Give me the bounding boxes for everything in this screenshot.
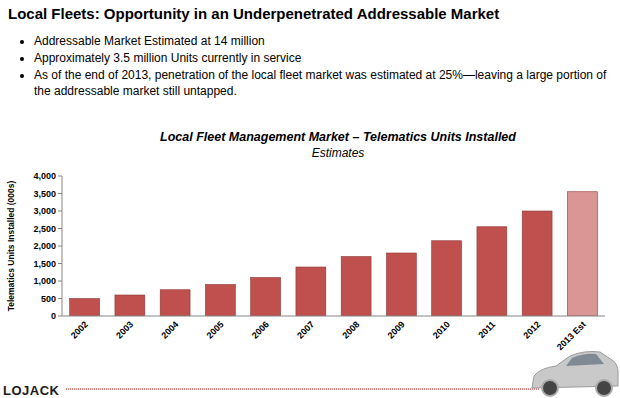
bar	[432, 241, 462, 316]
x-tick-label: 2005	[205, 319, 226, 340]
y-tick	[58, 298, 62, 299]
bar	[522, 211, 552, 316]
y-tick-label: 500	[41, 294, 56, 304]
bar	[70, 299, 100, 317]
y-tick	[58, 281, 62, 282]
y-tick	[58, 176, 62, 177]
y-tick-label: 1,500	[33, 259, 56, 269]
bar	[205, 285, 235, 317]
bar	[386, 253, 416, 316]
bullet: Addressable Market Estimated at 14 milli…	[34, 33, 620, 49]
x-tick-label: 2004	[159, 319, 180, 340]
footer-line	[66, 389, 540, 390]
bar	[341, 257, 371, 317]
chart: Local Fleet Management Market – Telemati…	[0, 0, 620, 398]
y-tick-label: 3,000	[33, 206, 56, 216]
x-tick-label: 2006	[250, 319, 271, 340]
y-tick-label: 2,500	[33, 224, 56, 234]
x-tick-label: 2003	[114, 319, 135, 340]
y-tick	[58, 316, 62, 317]
y-tick-label: 4,000	[33, 171, 56, 181]
bars	[70, 192, 598, 316]
slide-title: Local Fleets: Opportunity in an Underpen…	[8, 5, 499, 22]
x-tick-label: 2009	[386, 319, 407, 340]
y-tick-label: 0	[51, 311, 56, 321]
y-tick-label: 3,500	[33, 189, 56, 199]
bar	[115, 295, 145, 316]
bar	[160, 290, 190, 316]
bullet-list: Addressable Market Estimated at 14 milli…	[18, 33, 620, 100]
y-tick	[58, 193, 62, 194]
car-wheel	[596, 380, 612, 396]
x-tick-label: 2008	[340, 319, 361, 340]
y-axis	[62, 176, 63, 316]
chart-subtitle: Estimates	[312, 146, 365, 160]
y-tick	[58, 263, 62, 264]
x-tick-label: 2002	[69, 319, 90, 340]
x-tick-label: 2010	[431, 319, 452, 340]
x-tick-label: 2011	[476, 319, 497, 340]
x-tick-label: 2012	[521, 319, 542, 340]
x-tick-label: 2013 Est	[555, 319, 588, 352]
car-window	[566, 354, 604, 366]
bullet: Approximately 3.5 million Units currentl…	[34, 50, 620, 66]
bar	[477, 227, 507, 316]
y-tick-label: 1,000	[33, 276, 56, 286]
x-axis	[62, 316, 605, 317]
car-image	[532, 352, 618, 397]
bullet: As of the end of 2013, penetration of th…	[34, 67, 620, 99]
bar	[296, 267, 326, 316]
y-axis-label: Telematics Units Installed (000s)	[6, 180, 16, 311]
y-tick-label: 2,000	[33, 241, 56, 251]
bar	[251, 278, 281, 317]
logo: LOJACK	[3, 383, 60, 398]
y-tick	[58, 228, 62, 229]
x-tick-label: 2007	[295, 319, 316, 340]
chart-title: Local Fleet Management Market – Telemati…	[160, 130, 516, 144]
car-wheel	[542, 380, 558, 396]
y-tick	[58, 246, 62, 247]
bar	[567, 192, 597, 316]
y-tick	[58, 211, 62, 212]
